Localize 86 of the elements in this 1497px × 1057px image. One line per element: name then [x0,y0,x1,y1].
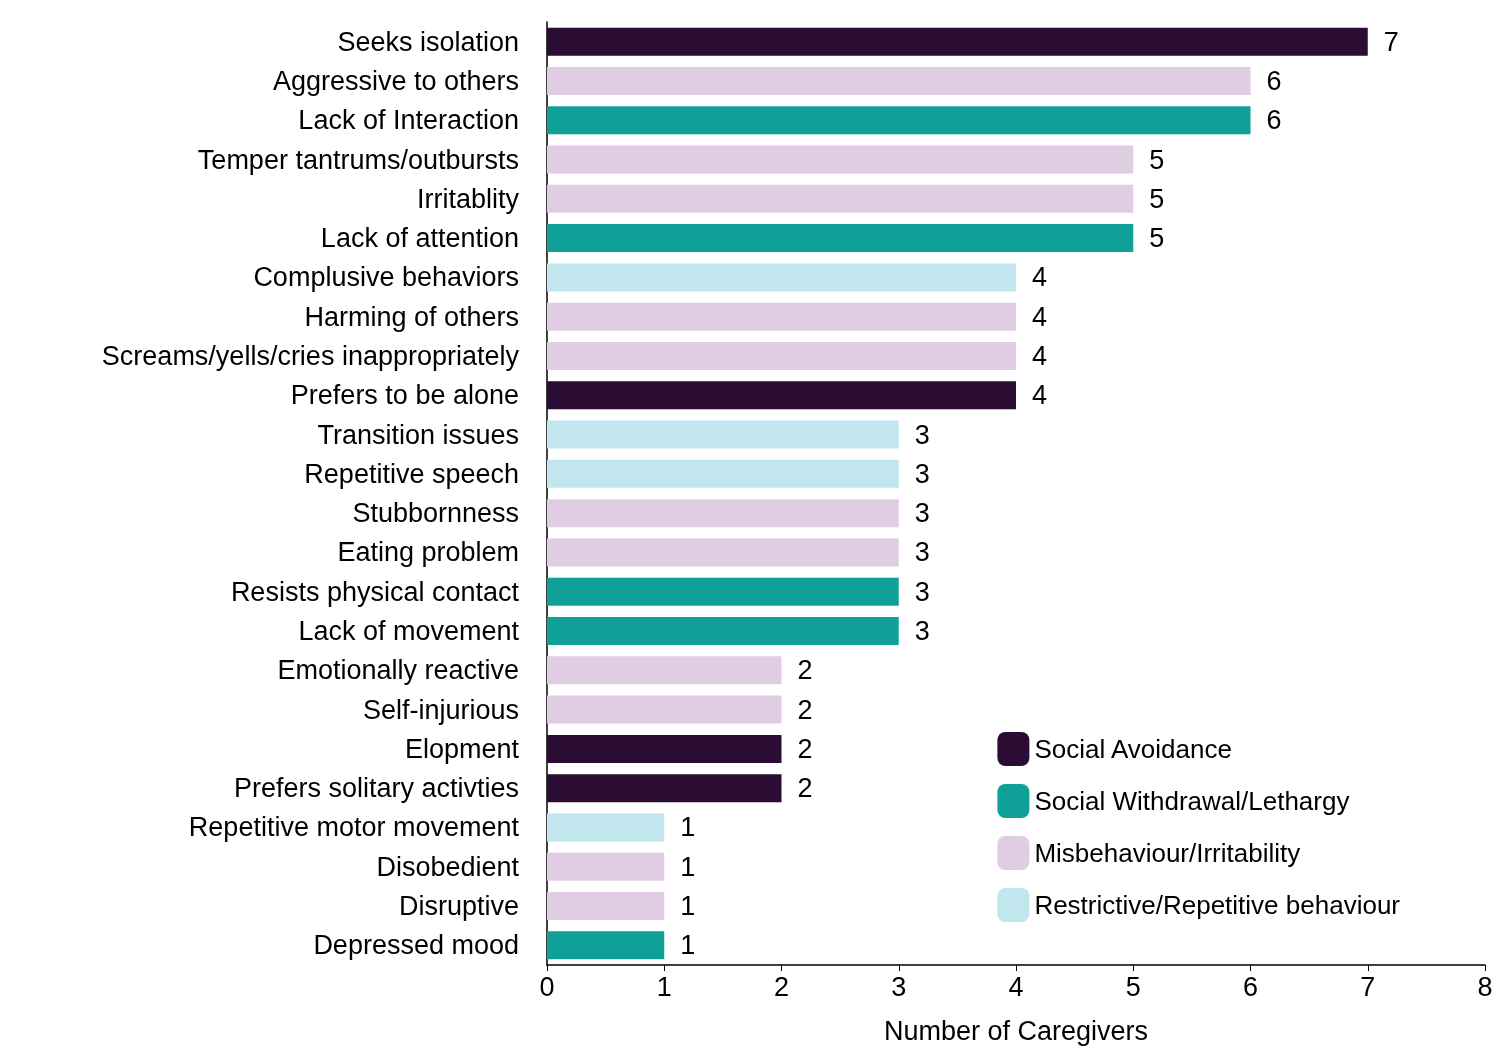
x-tick-label: 4 [1008,971,1024,1002]
data-label: 2 [797,773,813,804]
bar [547,695,782,724]
data-label: 6 [1266,65,1282,96]
bar [547,66,1251,95]
data-label: 3 [914,419,930,450]
y-tick-label: Repetitive speech [304,458,519,489]
y-tick-label: Lack of movement [298,616,520,647]
data-label: 4 [1032,380,1048,411]
y-tick-label: Stubbornness [352,498,519,529]
y-tick-label: Eating problem [337,537,519,568]
x-tick-label: 7 [1360,971,1376,1002]
bar [547,420,899,449]
bar [547,931,665,960]
y-tick-label: Depressed mood [313,930,519,961]
y-tick-label: Resists physical contact [230,576,520,607]
data-label: 3 [914,498,930,529]
data-label: 1 [680,851,696,882]
data-label: 3 [914,616,930,647]
bar [547,184,1134,213]
bar [547,341,1016,370]
bar [547,538,899,567]
data-label: 3 [914,458,930,489]
data-label: 2 [797,655,813,686]
legend-label: Misbehaviour/Irritability [1034,838,1301,868]
bar [547,263,1016,292]
y-tick-label: Seeks isolation [337,26,519,57]
data-label: 4 [1032,301,1048,332]
data-label: 5 [1149,183,1165,214]
y-tick-label: Emotionally reactive [277,655,519,686]
bar [547,459,899,488]
bar [547,145,1134,174]
data-label: 7 [1383,26,1399,57]
y-tick-label: Prefers to be alone [290,380,519,411]
data-label: 2 [797,694,813,725]
y-tick-label: Elopment [404,733,520,764]
y-tick-label: Irritablity [416,183,520,214]
y-tick-label: Self-injurious [362,694,519,725]
legend-label: Restrictive/Repetitive behaviour [1034,890,1401,920]
bar [547,813,665,842]
data-label: 3 [914,576,930,607]
bar [547,381,1016,410]
y-tick-label: Repetitive motor movement [188,812,520,843]
data-label: 1 [680,891,696,922]
y-tick-label: Screams/yells/cries inappropriately [101,340,520,371]
y-tick-label: Disruptive [398,891,519,922]
y-tick-label: Complusive behaviors [253,262,519,293]
data-label: 4 [1032,262,1048,293]
bar [547,224,1134,253]
y-tick-label: Disobedient [376,851,520,882]
legend-label: Social Withdrawal/Lethargy [1034,786,1350,816]
data-label: 1 [680,930,696,961]
y-tick-label: Temper tantrums/outbursts [197,144,519,175]
y-tick-label: Transition issues [317,419,519,450]
x-axis-title: Number of Caregivers [883,1015,1149,1046]
data-label: 5 [1149,223,1165,254]
bar [547,734,782,763]
bar [547,302,1016,331]
y-tick-label: Aggressive to others [272,65,519,96]
bar [547,774,782,803]
x-tick-label: 0 [539,971,555,1002]
x-tick-label: 8 [1477,971,1493,1002]
data-label: 6 [1266,105,1282,136]
bar [547,106,1251,135]
bar [547,656,782,685]
x-tick-label: 2 [773,971,790,1002]
y-tick-label: Lack of attention [320,223,519,254]
bar [547,892,665,921]
data-label: 5 [1149,144,1165,175]
bar [547,27,1368,56]
data-label: 1 [680,812,696,843]
y-tick-label: Lack of Interaction [298,105,519,136]
x-tick-label: 5 [1125,971,1141,1002]
x-tick-label: 1 [656,971,672,1002]
bar [547,852,665,881]
x-tick-label: 3 [891,971,907,1002]
y-tick-label: Prefers solitary activties [233,773,519,804]
bar [547,499,899,528]
y-tick-label: Harming of others [304,301,519,332]
bar [547,577,899,606]
data-label: 2 [797,733,813,764]
data-label: 4 [1032,340,1048,371]
bar [547,617,899,646]
x-tick-label: 6 [1242,971,1259,1002]
legend-label: Social Avoidance [1034,734,1232,764]
data-label: 3 [914,537,930,568]
